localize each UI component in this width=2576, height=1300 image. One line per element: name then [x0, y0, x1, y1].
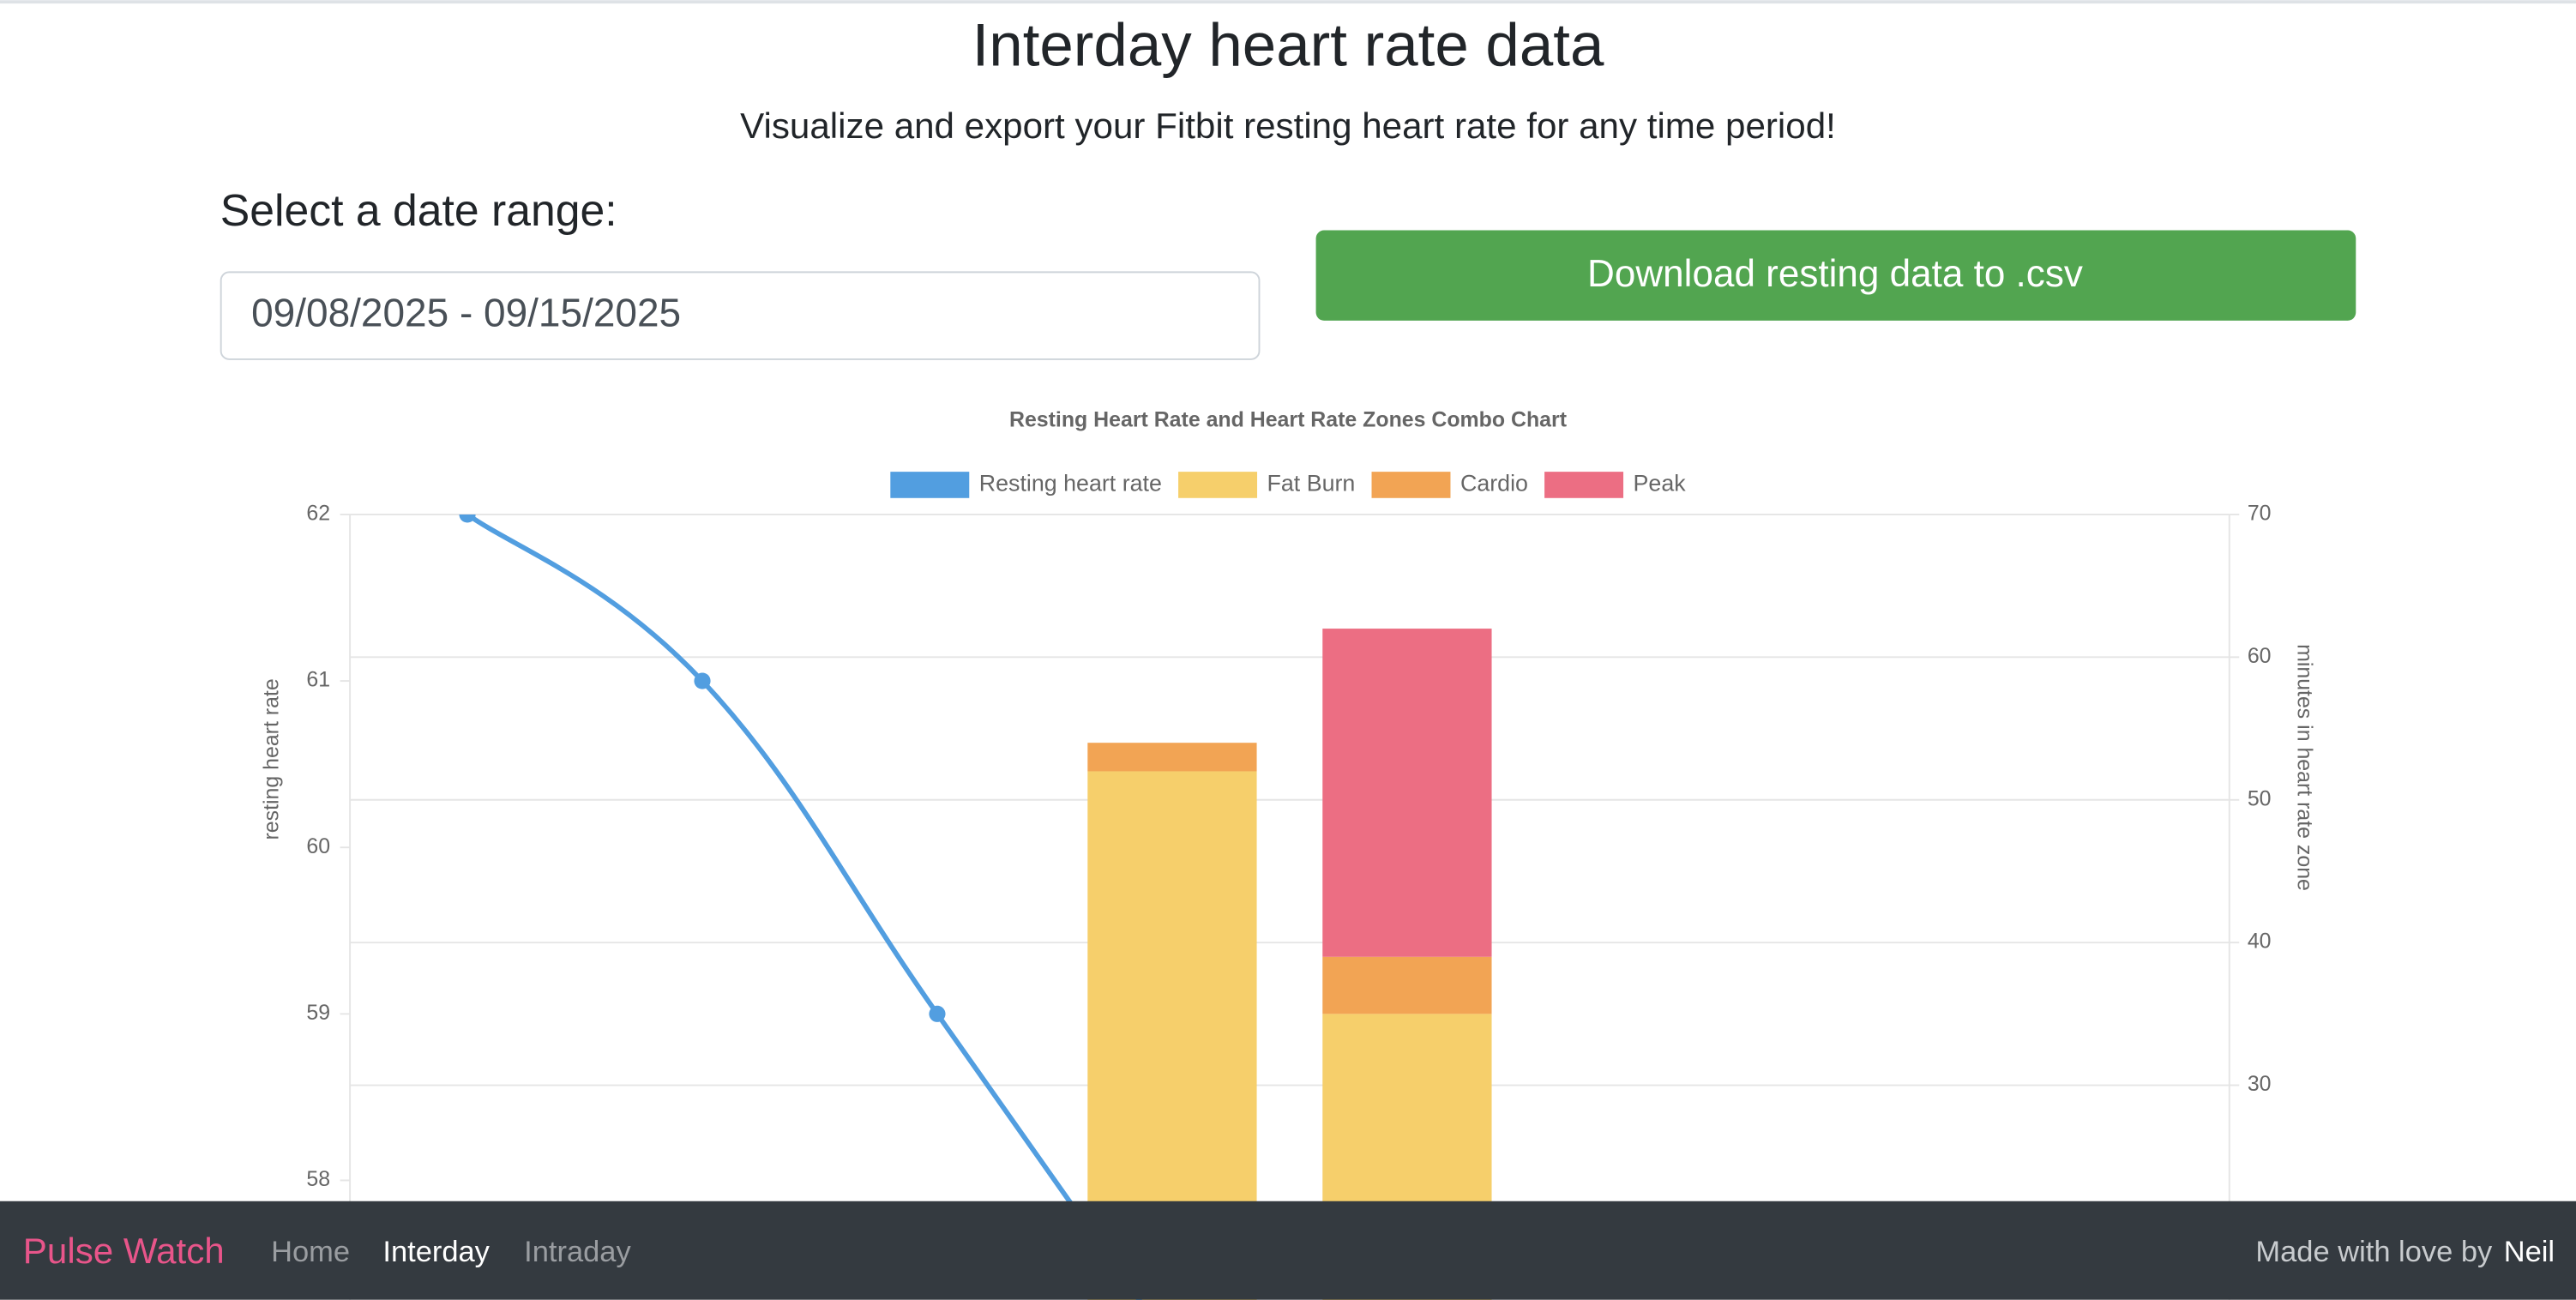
date-range-value: 09/08/2025 - 09/15/2025	[251, 290, 681, 334]
bar	[1322, 956, 1492, 1014]
date-range-input[interactable]	[220, 271, 1261, 360]
y-tick-label: 61	[306, 668, 330, 692]
y-axis-title: resting heart rate	[260, 678, 284, 840]
legend-label: Cardio	[1460, 471, 1528, 497]
y-tick-label: 62	[306, 502, 330, 526]
bar	[1322, 629, 1492, 957]
legend: Resting heart rate Fat Burn Cardio Peak	[890, 471, 1686, 498]
footer: Pulse Watch Home Interday Intraday Made …	[0, 1201, 2576, 1300]
line-point	[694, 672, 711, 689]
chart: Resting Heart Rate and Heart Rate Zones …	[260, 407, 2316, 1300]
nav-link[interactable]: Intraday	[524, 1236, 631, 1268]
y2-tick-label: 50	[2248, 786, 2272, 810]
y2-tick-label: 60	[2248, 644, 2272, 668]
legend-swatch	[1178, 472, 1258, 498]
bar	[1087, 743, 1257, 772]
y2-tick-label: 70	[2248, 502, 2272, 526]
download-button[interactable]	[1315, 230, 2356, 321]
y2-tick-label: 30	[2248, 1072, 2272, 1096]
download-button-label: Download resting data to .csv	[1587, 253, 2083, 295]
line-point	[459, 514, 476, 523]
line-point	[929, 1005, 946, 1022]
y2-axis-title: minutes in heart rate zone	[2292, 644, 2316, 891]
y-tick-label: 58	[306, 1167, 330, 1191]
nav-link[interactable]: Interday	[382, 1236, 490, 1268]
y-tick-label: 60	[306, 834, 330, 858]
plot-area	[459, 514, 1492, 1300]
legend-label: Peak	[1634, 471, 1687, 497]
author: Neil	[2504, 1236, 2555, 1268]
legend-label: Resting heart rate	[979, 471, 1162, 497]
line	[466, 514, 1142, 1300]
credit: Made with love by	[2255, 1236, 2493, 1268]
legend-swatch	[890, 472, 970, 498]
legend-swatch	[1544, 472, 1624, 498]
legend-swatch	[1371, 472, 1451, 498]
date-range-label: Select a date range:	[220, 185, 617, 235]
footer-bar	[0, 1201, 2576, 1300]
legend-label: Fat Burn	[1267, 471, 1356, 497]
y-tick-label: 59	[306, 1001, 330, 1025]
chart-title: Resting Heart Rate and Heart Rate Zones …	[1009, 407, 1567, 431]
brand[interactable]: Pulse Watch	[23, 1231, 225, 1271]
page-subtitle: Visualize and export your Fitbit resting…	[740, 105, 1836, 146]
y2-tick-label: 40	[2248, 930, 2272, 954]
nav-link[interactable]: Home	[271, 1236, 350, 1268]
page-title: Interday heart rate data	[972, 11, 1604, 79]
